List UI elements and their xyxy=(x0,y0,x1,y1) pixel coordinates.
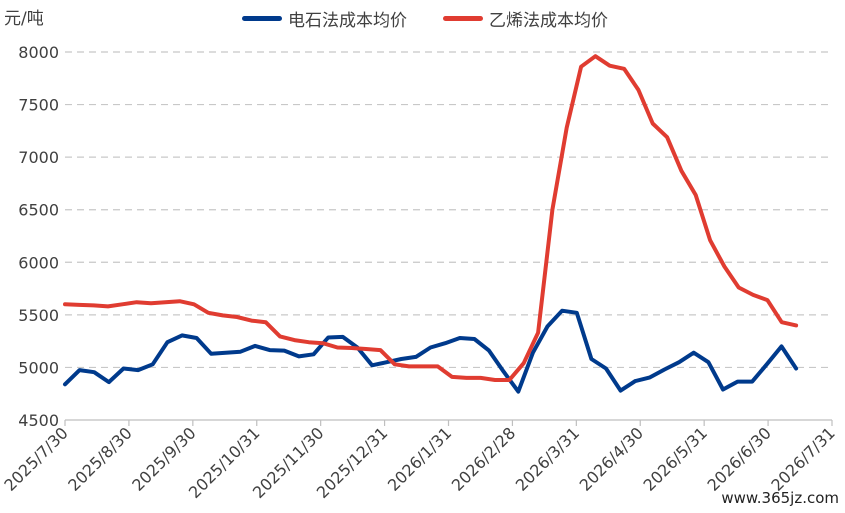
watermark: www.365jz.com xyxy=(721,489,839,507)
series-layer xyxy=(63,54,799,394)
series-line-ethylene xyxy=(63,54,799,382)
legend-item-calcium-carbide: 电石法成本均价 xyxy=(242,6,407,31)
x-tick-label: 2026/5/31 xyxy=(640,423,711,494)
y-tick-label: 6500 xyxy=(18,201,59,220)
x-tick-label: 2026/1/31 xyxy=(384,423,455,494)
y-tick-label: 5500 xyxy=(18,306,59,325)
y-axis-label: 元/吨 xyxy=(4,9,44,29)
x-tick-label: 2026/2/28 xyxy=(448,423,519,494)
grid-lines xyxy=(65,51,832,369)
y-tick-label: 5000 xyxy=(18,358,59,377)
y-tick-label: 7000 xyxy=(18,148,59,167)
y-tick-labels: 4500 5000 5500 6000 6500 7000 7500 8000 xyxy=(18,43,59,430)
y-tick-label: 8000 xyxy=(18,43,59,62)
y-tick-label: 6000 xyxy=(18,253,59,272)
x-tick-label: 2025/7/30 xyxy=(0,423,71,494)
y-tick-label: 7500 xyxy=(18,96,59,115)
x-tick-labels: 2025/7/302025/8/302025/9/302025/10/31202… xyxy=(0,423,838,502)
y-tick-label: 4500 xyxy=(18,411,59,430)
x-tick-label: 2025/8/30 xyxy=(64,423,135,494)
legend-swatch-red xyxy=(443,16,483,21)
x-tick-label: 2026/6/30 xyxy=(703,423,774,494)
series-line-calcium-carbide xyxy=(63,308,799,394)
x-tick-label: 2026/4/30 xyxy=(576,423,647,494)
x-tick-label: 2026/3/31 xyxy=(512,423,583,494)
legend-label: 电石法成本均价 xyxy=(288,11,407,31)
legend-label: 乙烯法成本均价 xyxy=(489,11,608,31)
x-tick-label: 2026/7/31 xyxy=(767,423,838,494)
legend-swatch-blue xyxy=(242,16,282,21)
legend-item-ethylene: 乙烯法成本均价 xyxy=(443,6,608,31)
axes xyxy=(64,419,833,426)
